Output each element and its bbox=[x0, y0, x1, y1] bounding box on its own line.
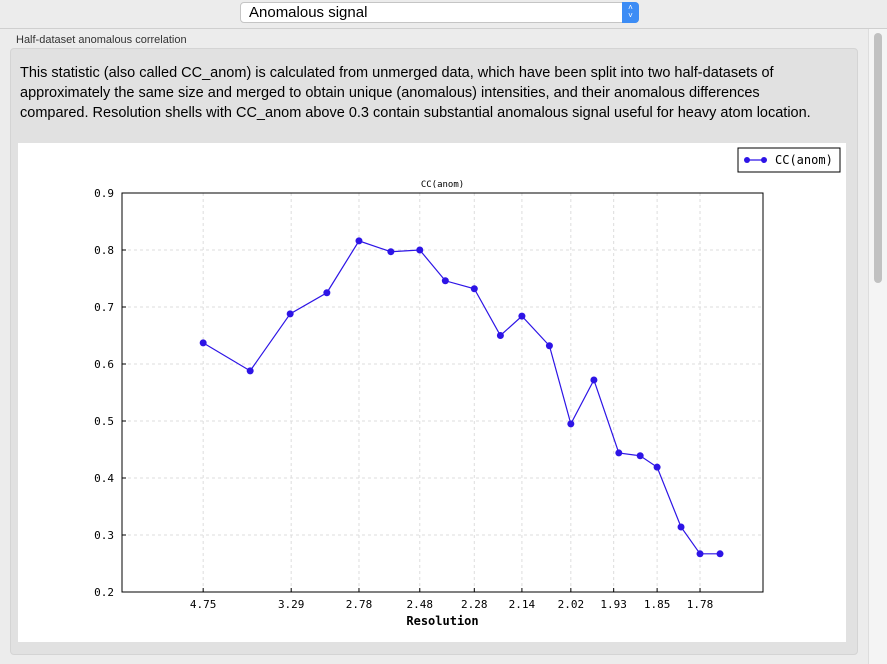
data-point bbox=[677, 523, 685, 531]
data-point bbox=[716, 550, 724, 558]
data-point bbox=[496, 332, 504, 339]
x-tick-label: 1.78 bbox=[687, 598, 714, 611]
y-tick-label: 0.7 bbox=[94, 301, 114, 314]
x-tick-label: 2.14 bbox=[509, 598, 536, 611]
data-point bbox=[615, 449, 623, 457]
chart-area: 0.2 0.3 0.4 0.5 0.6 0.7 0.8 0.9 4.75 3.29 2.78 2.48… bbox=[18, 143, 846, 642]
view-selector[interactable]: Anomalous signal ˄ ˅ bbox=[240, 2, 639, 23]
data-point bbox=[567, 420, 575, 428]
x-axis-label: Resolution bbox=[406, 614, 478, 628]
data-point bbox=[355, 237, 363, 245]
x-tick-label: 1.85 bbox=[644, 598, 671, 611]
section-label: Half-dataset anomalous correlation bbox=[16, 34, 187, 46]
data-point bbox=[470, 285, 478, 293]
up-down-chevron-icon: ˄ ˅ bbox=[622, 2, 639, 23]
legend-label: CC(anom) bbox=[775, 153, 833, 167]
legend-marker bbox=[761, 157, 767, 163]
data-point bbox=[545, 342, 553, 350]
x-tick-label: 2.28 bbox=[461, 598, 488, 611]
data-point bbox=[590, 376, 598, 384]
data-point bbox=[246, 367, 254, 375]
x-tick-label: 4.75 bbox=[190, 598, 217, 611]
data-point bbox=[416, 246, 424, 254]
data-point bbox=[653, 463, 661, 471]
vertical-scrollbar[interactable] bbox=[868, 29, 887, 664]
plot-frame bbox=[121, 192, 764, 593]
section-description: This statistic (also called CC_anom) is … bbox=[20, 65, 811, 121]
x-tick-label: 2.02 bbox=[558, 598, 585, 611]
top-bar: Anomalous signal ˄ ˅ bbox=[0, 0, 887, 29]
data-point bbox=[696, 550, 704, 558]
x-tick-label: 1.93 bbox=[600, 598, 627, 611]
chart-title: CC(anom) bbox=[421, 180, 464, 190]
view-selector-value: Anomalous signal bbox=[249, 4, 368, 21]
data-point bbox=[518, 312, 526, 320]
data-point bbox=[286, 310, 294, 318]
y-tick-label: 0.9 bbox=[94, 187, 114, 200]
data-point bbox=[323, 289, 331, 297]
legend-marker bbox=[744, 157, 750, 163]
data-point bbox=[636, 452, 644, 460]
x-tick-label: 2.48 bbox=[407, 598, 434, 611]
y-tick-label: 0.5 bbox=[94, 415, 114, 428]
data-point bbox=[387, 248, 395, 256]
scrollbar-thumb[interactable] bbox=[874, 33, 882, 283]
data-point bbox=[441, 277, 449, 285]
x-tick-label: 2.78 bbox=[346, 598, 373, 611]
y-tick-label: 0.2 bbox=[94, 586, 114, 599]
data-point bbox=[199, 339, 207, 347]
y-tick-label: 0.4 bbox=[94, 472, 114, 485]
cc-anom-chart: 0.2 0.3 0.4 0.5 0.6 0.7 0.8 0.9 4.75 3.29 2.78 2.48… bbox=[94, 147, 841, 628]
series-line bbox=[202, 240, 721, 555]
y-tick-label: 0.6 bbox=[94, 358, 114, 371]
y-tick-label: 0.3 bbox=[94, 529, 114, 542]
x-tick-label: 3.29 bbox=[278, 598, 305, 611]
y-tick-label: 0.8 bbox=[94, 244, 114, 257]
